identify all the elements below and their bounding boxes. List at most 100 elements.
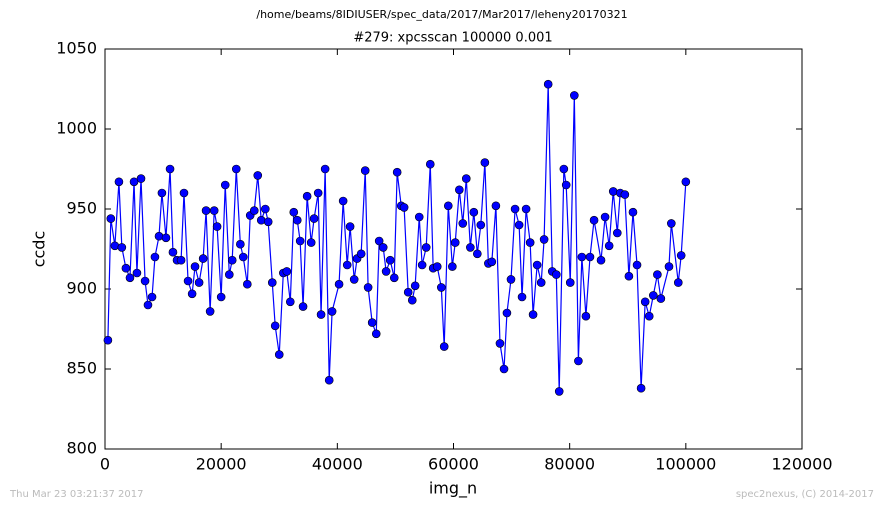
plot-frame bbox=[104, 48, 803, 450]
data-point bbox=[491, 201, 501, 211]
x-tick-label: 20000 bbox=[196, 455, 247, 474]
data-point bbox=[201, 206, 211, 215]
data-point bbox=[414, 212, 424, 222]
data-point bbox=[528, 310, 538, 319]
data-point bbox=[624, 271, 634, 281]
data-point bbox=[495, 339, 505, 348]
y-tick-label: 950 bbox=[66, 199, 97, 218]
data-point bbox=[676, 251, 686, 260]
data-point bbox=[514, 220, 524, 230]
data-point bbox=[561, 180, 571, 190]
data-point bbox=[403, 287, 413, 297]
y-tick-label: 1000 bbox=[56, 119, 97, 138]
data-point bbox=[581, 311, 591, 321]
data-point bbox=[469, 207, 479, 217]
data-point bbox=[628, 207, 638, 217]
series-line bbox=[107, 84, 687, 392]
data-point bbox=[190, 262, 200, 271]
data-point bbox=[216, 292, 226, 302]
y-tick-label: 850 bbox=[66, 359, 97, 378]
data-point bbox=[636, 383, 646, 393]
data-point bbox=[559, 164, 569, 174]
data-point bbox=[596, 255, 606, 265]
data-point bbox=[289, 207, 299, 217]
data-point bbox=[103, 335, 113, 345]
data-point bbox=[313, 188, 323, 198]
data-point bbox=[473, 249, 482, 259]
data-point bbox=[374, 236, 384, 246]
data-point bbox=[552, 270, 561, 279]
data-point bbox=[371, 329, 381, 339]
data-point bbox=[256, 215, 266, 225]
data-point bbox=[243, 279, 252, 289]
data-point bbox=[198, 254, 208, 263]
data-point bbox=[455, 185, 464, 195]
data-point bbox=[183, 276, 193, 286]
data-point bbox=[399, 203, 409, 212]
data-point bbox=[292, 215, 302, 225]
data-point bbox=[466, 243, 475, 252]
data-point bbox=[461, 174, 471, 183]
data-point bbox=[212, 222, 222, 231]
data-point bbox=[604, 241, 614, 251]
data-point bbox=[338, 196, 348, 206]
data-point bbox=[231, 164, 241, 174]
data-point bbox=[356, 249, 366, 259]
data-point bbox=[450, 238, 460, 247]
data-point bbox=[360, 166, 370, 175]
data-point bbox=[224, 270, 234, 279]
data-point bbox=[327, 307, 337, 316]
data-point bbox=[389, 273, 399, 283]
data-point bbox=[525, 238, 535, 247]
data-point bbox=[238, 252, 248, 262]
data-point bbox=[168, 247, 178, 257]
data-point bbox=[285, 297, 295, 307]
data-point bbox=[106, 214, 116, 223]
x-tick-label: 100000 bbox=[655, 455, 716, 474]
data-point bbox=[644, 311, 654, 321]
data-point bbox=[324, 375, 334, 385]
data-point bbox=[417, 260, 427, 270]
data-point bbox=[653, 270, 662, 279]
data-point bbox=[165, 164, 175, 174]
y-tick-label: 900 bbox=[66, 279, 97, 298]
data-point bbox=[499, 364, 509, 374]
data-point bbox=[536, 278, 546, 287]
data-point bbox=[261, 204, 270, 214]
data-point bbox=[140, 276, 150, 286]
data-point bbox=[110, 241, 120, 251]
data-point bbox=[585, 252, 595, 262]
data-point bbox=[117, 243, 127, 252]
data-point bbox=[161, 233, 171, 243]
y-tick-label: 800 bbox=[66, 439, 97, 458]
data-point bbox=[577, 252, 587, 262]
data-point bbox=[205, 307, 215, 316]
data-point bbox=[425, 159, 435, 169]
footer-right: spec2nexus, (C) 2014-2017 bbox=[736, 489, 874, 500]
data-point bbox=[263, 217, 273, 227]
data-point bbox=[539, 235, 549, 244]
data-point bbox=[487, 257, 497, 267]
data-point bbox=[681, 177, 691, 187]
x-tick-label: 120000 bbox=[771, 455, 832, 474]
data-point bbox=[432, 262, 442, 271]
x-tick-label: 40000 bbox=[312, 455, 363, 474]
data-point bbox=[114, 177, 124, 187]
data-point bbox=[349, 275, 359, 284]
data-point bbox=[667, 219, 676, 228]
data-point bbox=[302, 191, 312, 201]
data-point bbox=[147, 292, 157, 302]
data-point bbox=[143, 300, 153, 310]
data-point bbox=[664, 262, 674, 271]
data-point bbox=[673, 278, 683, 287]
data-point bbox=[209, 206, 219, 215]
suptitle: /home/beams/8IDIUSER/spec_data/2017/Mar2… bbox=[256, 8, 627, 21]
data-point bbox=[249, 206, 259, 215]
data-point bbox=[532, 260, 542, 270]
data-point bbox=[367, 318, 377, 327]
chart-title: #279: xpcsscan 100000 0.001 bbox=[353, 31, 552, 46]
data-point bbox=[150, 252, 160, 262]
data-point bbox=[392, 167, 402, 177]
data-point bbox=[448, 262, 457, 271]
data-point bbox=[589, 215, 599, 225]
